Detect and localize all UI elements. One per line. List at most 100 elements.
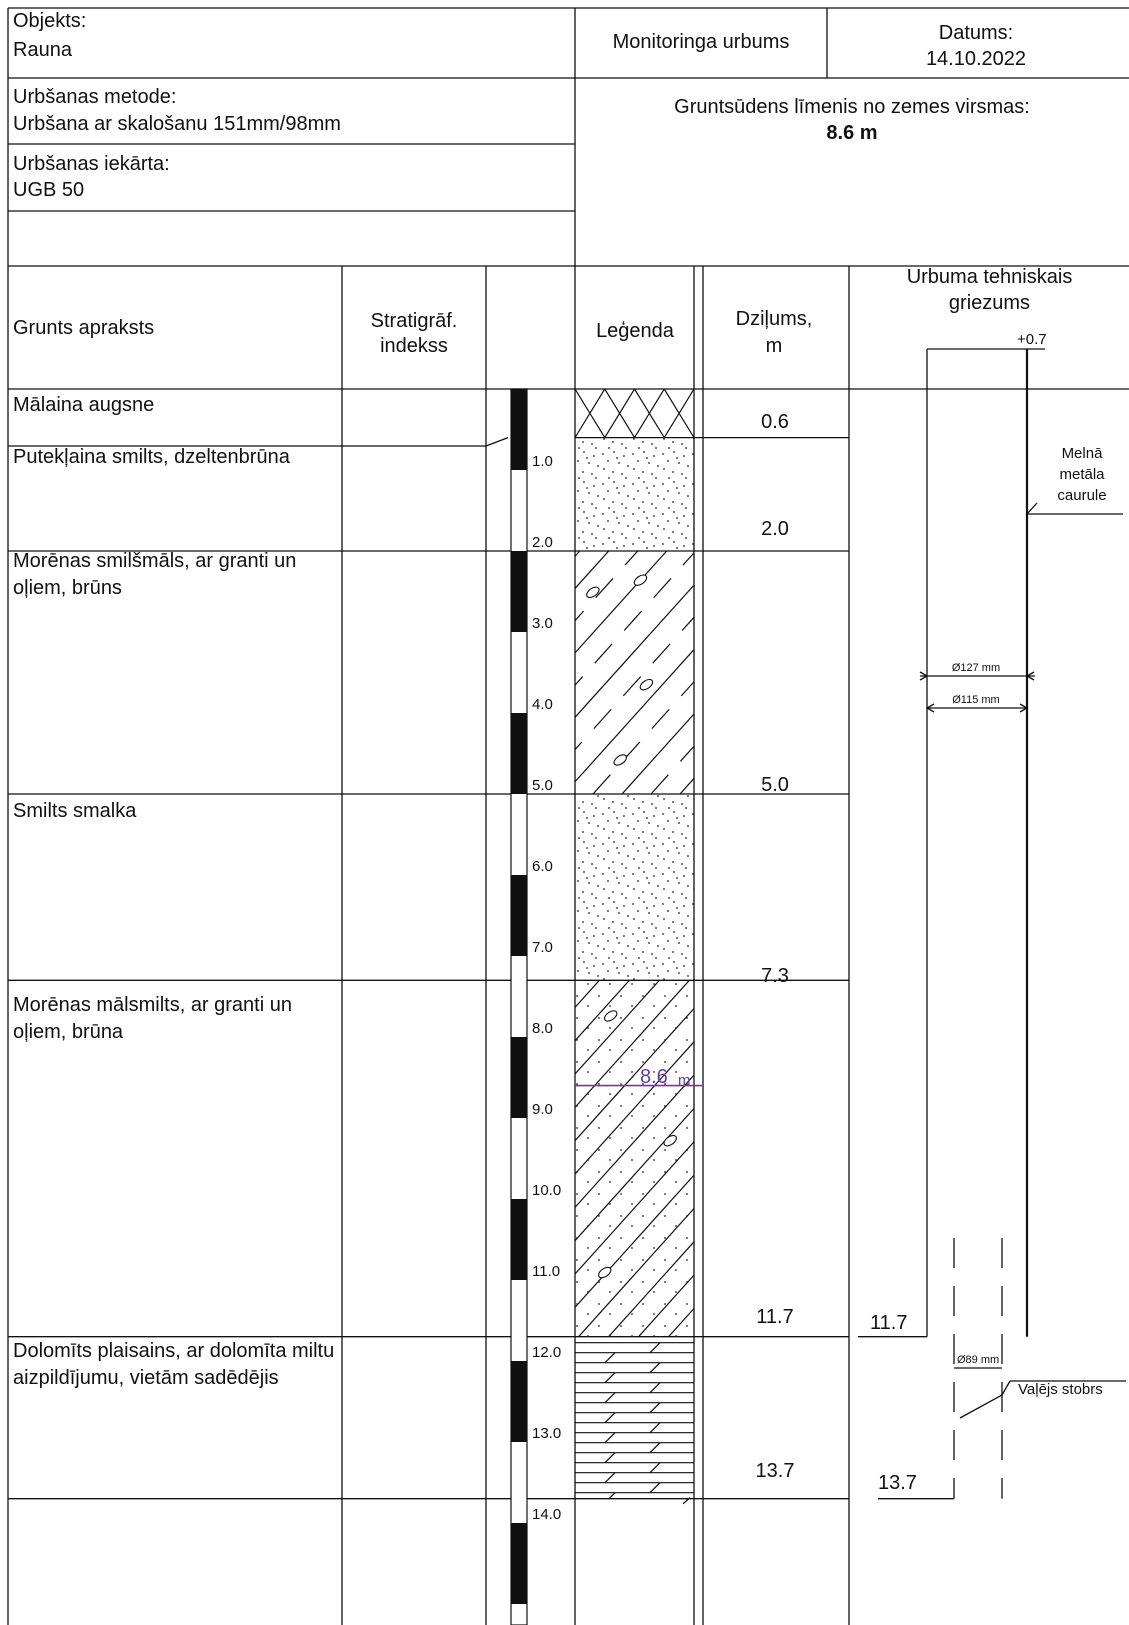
scale-label-8: 8.0 <box>532 1020 553 1037</box>
arrow-head <box>1025 671 1035 681</box>
till-solid-stroke <box>849 980 1129 1336</box>
scale-bar-block <box>511 1199 527 1280</box>
water-level-value: 8.6 <box>640 1066 668 1088</box>
till-pebble <box>586 586 600 599</box>
col-header-section-2: griezums <box>948 292 1031 314</box>
casing-label-2: metāla <box>1059 466 1105 483</box>
scale-label-6: 6.0 <box>532 858 553 875</box>
till-solid-stroke <box>819 980 1129 1336</box>
legend-patterns <box>219 389 1129 1505</box>
scale-bar-block <box>511 1361 527 1442</box>
till-dashed-stroke <box>592 680 694 794</box>
legend-pattern-layer-2 <box>575 437 694 551</box>
till-pebble <box>603 1010 618 1022</box>
till-pebble <box>633 574 648 586</box>
desc-boundary-1-connector <box>485 436 509 447</box>
layer-2-desc: Putekļaina smilts, dzeltenbrūna <box>13 446 290 468</box>
till-solid-stroke <box>668 1307 694 1337</box>
till-dashed-stroke <box>650 745 694 794</box>
layer-5-desc-1: Morēnas mālsmilts, ar granti un <box>13 994 292 1016</box>
till-solid-stroke <box>575 584 694 719</box>
till-solid-stroke <box>699 980 1020 1336</box>
till-dots <box>575 980 694 1337</box>
till-solid-stroke <box>575 1107 694 1242</box>
legend-pattern-layer-1 <box>575 389 694 438</box>
arrow-head <box>925 703 935 713</box>
till-solid-stroke <box>759 980 1080 1336</box>
layer-3-bottom: 5.0 <box>761 774 789 796</box>
layer-3-desc-2: oļiem, brūns <box>13 577 122 599</box>
casing-label-leader <box>1026 502 1038 515</box>
till-solid-stroke <box>638 1274 694 1337</box>
till-pebble <box>639 678 654 691</box>
scale-label-14: 14.0 <box>532 1506 562 1523</box>
till-solid-stroke <box>679 777 694 794</box>
dolomite-joint <box>604 1372 616 1384</box>
legend-pattern-layer-3 <box>575 551 928 794</box>
till-solid-stroke <box>219 980 540 1336</box>
layer-6-bottom: 13.7 <box>755 1460 795 1482</box>
col-header-strat-2: indekss <box>380 335 448 357</box>
layer-4-bottom: 7.3 <box>761 965 789 987</box>
legend-pattern-layer-6 <box>575 1342 694 1499</box>
dolomite-joint <box>604 1472 616 1484</box>
casing-label-3: caurule <box>1057 487 1107 504</box>
dolomite-joint <box>604 1412 616 1424</box>
outer-diameter-label: Ø127 mm <box>951 662 1001 674</box>
water-level-unit: m <box>678 1072 691 1089</box>
well-type: Monitoringa urbums <box>612 31 790 53</box>
sand-dots <box>575 794 694 981</box>
col-header-depth-2: m <box>765 335 783 357</box>
soil-hatch <box>633 389 665 438</box>
drilling-rig-value: UGB 50 <box>13 179 85 201</box>
open-hole-diameter-label: Ø89 mm <box>957 1354 1000 1366</box>
till-dashed-stroke <box>709 551 928 794</box>
groundwater-label: Gruntsūdens līmenis no zemes virsmas: <box>674 96 1030 118</box>
till-solid-stroke <box>608 1240 694 1337</box>
scale-label-2: 2.0 <box>532 534 553 551</box>
inner-diameter-label: Ø115 mm <box>952 694 1000 706</box>
till-solid-stroke <box>969 980 1129 1336</box>
scale-bar-block <box>511 551 527 632</box>
scale-label-9: 9.0 <box>532 1101 553 1118</box>
layer-3-desc-1: Morēnas smilšmāls, ar granti un <box>13 550 297 572</box>
till-solid-stroke <box>575 1040 694 1175</box>
dolomite-joint <box>649 1342 661 1354</box>
dolomite-joint <box>604 1452 616 1464</box>
object-label: Objekts: <box>13 10 87 32</box>
till-pebble <box>613 754 627 766</box>
till-solid-stroke <box>578 1207 694 1337</box>
till-pebble <box>663 1134 677 1147</box>
arrow-head <box>919 671 929 681</box>
layer-6-desc-2: aizpildījumu, vietām sadēdējis <box>13 1367 279 1389</box>
dolomite-joint <box>649 1362 661 1374</box>
till-solid-stroke <box>879 980 1129 1336</box>
casing-top-label: +0.7 <box>1017 331 1047 348</box>
open-hole-label-leader <box>959 1394 1003 1419</box>
well-construction <box>858 348 1126 1500</box>
col-header-section-1: Urbuma tehniskais <box>906 266 1073 288</box>
scale-label-4: 4.0 <box>532 696 553 713</box>
till-solid-stroke <box>1029 980 1129 1336</box>
till-dashed-stroke <box>575 551 581 558</box>
till-solid-stroke <box>575 980 690 1109</box>
soil-hatch <box>604 389 636 438</box>
till-solid-stroke <box>909 980 1129 1336</box>
col-header-strat-1: Stratigrāf. <box>370 310 458 332</box>
depth-scale-bar <box>510 388 528 1625</box>
scale-bar-block <box>511 1037 527 1118</box>
soil-hatch <box>663 389 694 438</box>
till-solid-stroke <box>575 551 610 590</box>
scale-label-7: 7.0 <box>532 939 553 956</box>
col-header-depth-1: Dziļums, <box>735 308 813 330</box>
casing-bottom-label: 11.7 <box>870 1312 908 1334</box>
till-dashed-stroke <box>575 616 694 751</box>
sand-dots <box>575 437 694 551</box>
scale-bar-block <box>511 389 527 470</box>
dolomite-joint <box>649 1422 661 1434</box>
layer-6-desc-1: Dolomīts plaisains, ar dolomīta miltu <box>13 1340 335 1362</box>
dolomite-joint <box>649 1442 661 1454</box>
till-solid-stroke <box>575 1140 694 1275</box>
scale-label-5: 5.0 <box>532 777 553 794</box>
